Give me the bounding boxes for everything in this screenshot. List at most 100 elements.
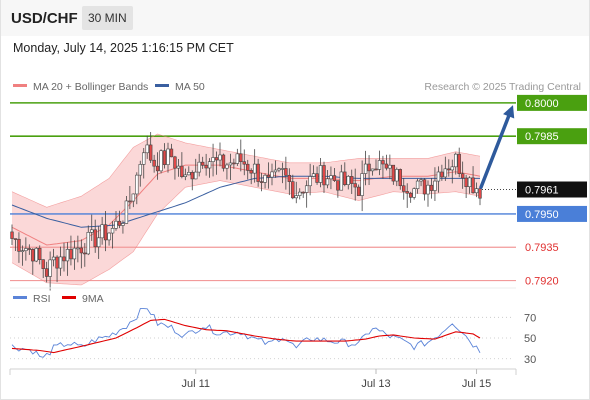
candle-down — [10, 231, 14, 239]
candle-up — [51, 256, 56, 261]
candle-down — [391, 164, 396, 182]
candle-down — [13, 238, 18, 240]
candle-up — [298, 191, 302, 196]
candle-up — [346, 176, 350, 185]
candle-down — [249, 170, 253, 174]
candle-down — [284, 168, 288, 176]
candle-down — [460, 173, 465, 179]
candle-down — [117, 220, 122, 226]
candle-up — [114, 220, 118, 229]
candle-down — [384, 163, 389, 169]
candle-down — [356, 186, 361, 196]
candle-down — [180, 165, 184, 177]
candle-up — [433, 180, 437, 191]
candle-up — [454, 153, 458, 168]
candle-up — [363, 163, 368, 174]
candle-up — [273, 169, 278, 173]
candle-down — [315, 173, 319, 183]
timeframe-button[interactable]: 30 MIN — [82, 6, 133, 30]
candle-down — [350, 176, 354, 184]
candle-down — [266, 174, 271, 178]
candle-down — [41, 259, 45, 269]
candle-up — [325, 178, 330, 186]
candle-down — [440, 171, 444, 178]
symbol-title: USD/CHF — [11, 10, 78, 27]
candle-down — [69, 249, 73, 260]
candle-up — [176, 165, 181, 169]
candle-up — [415, 180, 420, 189]
credit-text: Research © 2025 Trading Central — [424, 81, 581, 93]
candle-up — [110, 228, 115, 234]
candle-up — [65, 249, 70, 262]
candle-down — [169, 148, 174, 158]
legend-label-rsi-ma: 9MA — [82, 293, 104, 305]
x-tick-label-Jul-13: Jul 13 — [361, 378, 390, 390]
candle-up — [124, 200, 129, 224]
legend-swatch-rsi — [13, 296, 27, 299]
candle-down — [464, 177, 468, 188]
candle-up — [436, 171, 441, 182]
candle-up — [159, 150, 163, 172]
candle-down — [83, 252, 87, 255]
candle-up — [107, 232, 111, 241]
candle-up — [329, 175, 333, 180]
candle-up — [443, 168, 448, 178]
candle-up — [187, 172, 191, 176]
level-label-0.7935: 0.7935 — [525, 242, 559, 254]
rsi-tick-50: 50 — [524, 333, 536, 345]
bollinger-band-fill — [12, 134, 480, 285]
candle-up — [318, 165, 323, 183]
candle-down — [152, 159, 156, 167]
candle-up — [235, 153, 240, 164]
current-price-box — [517, 181, 587, 198]
candle-up — [76, 247, 80, 250]
candle-up — [225, 164, 229, 169]
ma50-line — [11, 175, 480, 228]
candle-down — [402, 185, 406, 192]
bollinger-lower-line — [11, 180, 481, 286]
ma20-line — [11, 164, 481, 246]
candle-down — [232, 162, 236, 165]
candle-up — [270, 171, 274, 178]
candle-up — [280, 168, 285, 170]
candle-down — [405, 191, 409, 194]
candle-down — [287, 174, 292, 182]
candle-down — [221, 154, 226, 169]
candle-down — [322, 165, 326, 186]
candle-up — [197, 161, 201, 173]
forecast-arrow-head — [503, 105, 515, 119]
candle-down — [343, 171, 347, 185]
candle-up — [360, 173, 364, 196]
candle-up — [121, 223, 125, 226]
candle-up — [474, 188, 479, 194]
candle-down — [398, 169, 402, 187]
candle-up — [252, 163, 257, 174]
candle-up — [412, 188, 416, 198]
rsi-line — [11, 308, 481, 358]
candle-down — [291, 181, 295, 199]
candle-up — [34, 247, 38, 262]
candle-up — [90, 229, 94, 233]
candle-up — [419, 179, 423, 182]
candle-up — [294, 195, 298, 199]
candle-up — [228, 162, 233, 166]
candle-down — [31, 249, 35, 262]
candle-up — [135, 174, 139, 195]
candle-up — [166, 148, 170, 165]
candle-up — [395, 169, 399, 182]
candle-up — [467, 177, 472, 188]
candle-down — [27, 248, 32, 250]
candle-up — [194, 171, 198, 180]
candle-up — [218, 154, 222, 161]
candle-up — [450, 166, 454, 171]
rsi-tick-70: 70 — [524, 312, 536, 324]
level-label-0.7920: 0.7920 — [525, 276, 559, 288]
candle-down — [103, 224, 108, 241]
bollinger-upper-line — [11, 133, 481, 208]
candle-up — [426, 184, 430, 195]
level-label-box-0.8000 — [517, 94, 587, 111]
level-label-0.7985: 0.7985 — [525, 131, 559, 143]
legend-label-ma20: MA 20 + Bollinger Bands — [33, 81, 148, 93]
candle-down — [332, 175, 337, 181]
rsi-ma-line — [11, 318, 481, 354]
